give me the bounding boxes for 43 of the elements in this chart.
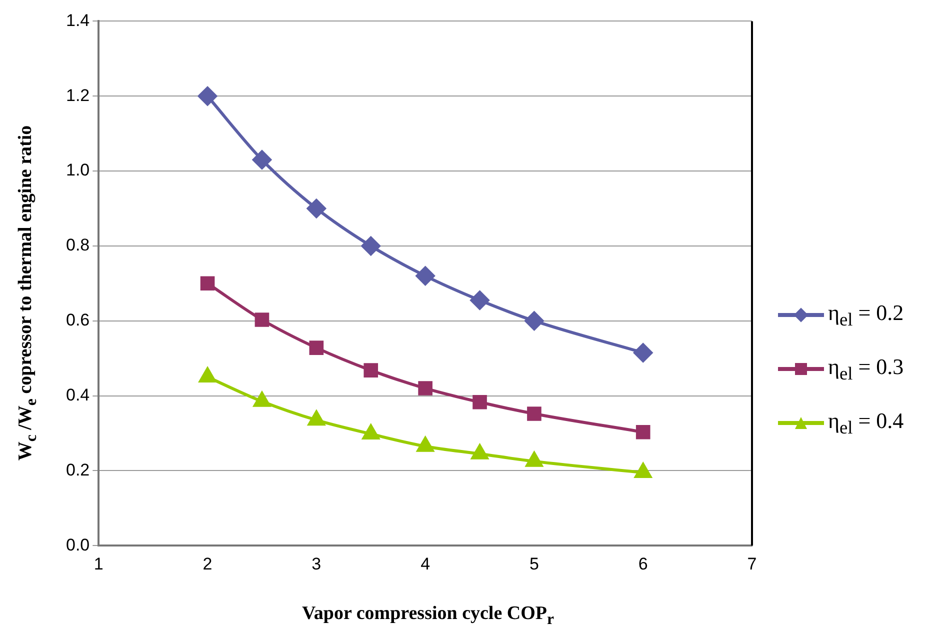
- point: [362, 424, 380, 440]
- point: [636, 424, 650, 440]
- point: [361, 236, 380, 256]
- point: [470, 290, 490, 310]
- y-tick-label: 0.2: [66, 460, 90, 480]
- x-tick-label: 4: [420, 554, 430, 574]
- point: [254, 312, 270, 327]
- legend-label: η$_{el}$ = 0.2: [828, 300, 904, 330]
- point: [634, 463, 652, 478]
- point: [254, 392, 270, 407]
- point: [252, 150, 272, 170]
- x-tick-label: 7: [747, 554, 757, 574]
- y-tick-label: 1.2: [66, 86, 90, 105]
- y-tick-label: 0.6: [66, 310, 90, 330]
- point: [198, 86, 218, 106]
- point: [634, 343, 653, 362]
- y-tick-label: 1.0: [66, 160, 90, 180]
- point: [527, 406, 542, 421]
- legend-label: η$_{el}$ = 0.4: [828, 408, 904, 438]
- point: [199, 368, 216, 383]
- point: [416, 436, 434, 452]
- point: [526, 452, 543, 467]
- point: [309, 340, 324, 355]
- point: [200, 276, 215, 291]
- y-tick-label: 1.4: [66, 10, 90, 30]
- point: [416, 266, 435, 286]
- x-tick-label: 6: [638, 554, 648, 574]
- point: [472, 394, 487, 410]
- point: [471, 444, 488, 460]
- legend-label: η$_{el}$ = 0.3: [828, 354, 904, 384]
- point: [364, 363, 378, 378]
- x-tick-label: 5: [529, 554, 539, 574]
- x-tick-label: 1: [94, 554, 104, 574]
- y-tick-label: 0.0: [66, 535, 90, 554]
- x-axis-title: Vapor compression cycle COP$_{r}$: [302, 603, 554, 629]
- y-tick-label: 0.8: [66, 236, 90, 255]
- point: [306, 198, 326, 218]
- x-tick-label: 3: [312, 554, 322, 574]
- point: [308, 410, 325, 426]
- point: [418, 381, 432, 396]
- x-tick-label: 2: [202, 554, 212, 574]
- point: [524, 311, 544, 330]
- y-tick-label: 0.4: [66, 385, 90, 404]
